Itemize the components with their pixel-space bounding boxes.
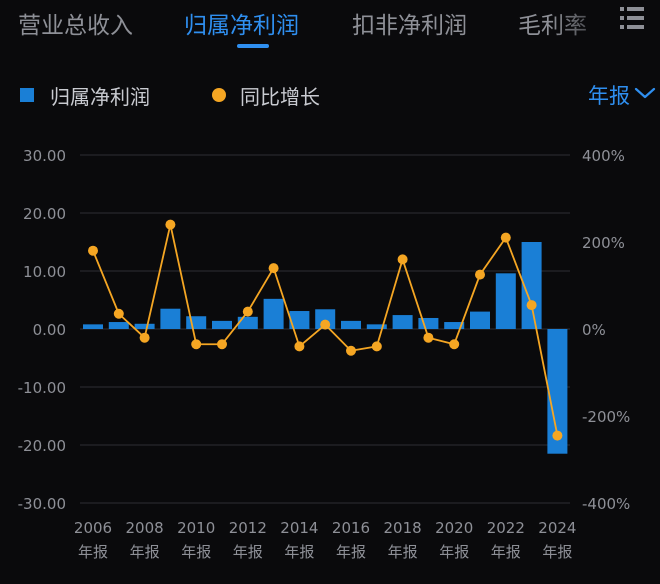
x-tick-period: 年报 — [181, 543, 211, 561]
y-right-tick-label: 400% — [582, 147, 625, 165]
growth-point-2018[interactable] — [397, 254, 408, 265]
growth-point-2019[interactable] — [423, 332, 434, 343]
x-tick-year: 2018 — [384, 519, 422, 537]
growth-point-2011[interactable] — [217, 339, 227, 350]
x-tick-period: 年报 — [439, 543, 469, 561]
bar-2024[interactable] — [547, 329, 568, 454]
growth-point-2012[interactable] — [242, 306, 253, 317]
y-left-tick-label: -30.00 — [18, 495, 66, 513]
bar-2015[interactable] — [315, 309, 336, 329]
x-tick-year: 2022 — [487, 519, 525, 537]
growth-point-2023[interactable] — [526, 300, 537, 311]
bar-2017[interactable] — [366, 324, 387, 329]
x-tick-period: 年报 — [542, 543, 572, 561]
bar-2013[interactable] — [263, 298, 284, 329]
x-tick-period: 年报 — [336, 543, 366, 561]
growth-point-2008[interactable] — [139, 332, 150, 343]
x-tick-year: 2020 — [435, 519, 473, 537]
growth-point-2017[interactable] — [371, 341, 382, 352]
bar-2014[interactable] — [289, 311, 310, 329]
growth-point-2024[interactable] — [552, 430, 563, 441]
y-left-tick-label: 30.00 — [23, 147, 66, 165]
y-right-tick-label: -400% — [582, 495, 630, 513]
growth-point-2021[interactable] — [475, 269, 485, 280]
y-left-tick-label: 20.00 — [23, 205, 66, 223]
x-tick-year: 2024 — [538, 519, 576, 537]
growth-point-2014[interactable] — [294, 341, 305, 352]
x-tick-year: 2014 — [280, 519, 318, 537]
tab-net-profit[interactable]: 归属净利润 — [184, 13, 299, 39]
legend-bar-swatch — [20, 88, 34, 102]
bar-2010[interactable] — [186, 316, 207, 329]
y-left-tick-label: -10.00 — [18, 379, 66, 397]
y-right-tick-label: 0% — [582, 321, 606, 339]
x-tick-period: 年报 — [284, 543, 314, 561]
legend-bar-label: 归属净利润 — [50, 85, 150, 109]
x-tick-period: 年报 — [233, 543, 263, 561]
tab-revenue[interactable]: 营业总收入 — [18, 13, 133, 39]
tab-adjusted-net-profit[interactable]: 扣非净利润 — [352, 13, 467, 39]
bar-2019[interactable] — [418, 317, 439, 329]
chart-legend: 归属净利润 同比增长 年报 — [0, 80, 660, 110]
bar-2018[interactable] — [392, 315, 413, 329]
menu-icon[interactable] — [618, 4, 646, 32]
y-right-tick-label: 200% — [582, 234, 625, 252]
bar-2011[interactable] — [212, 320, 232, 329]
chevron-down-icon — [634, 87, 656, 99]
y-right-tick-label: -200% — [582, 408, 630, 426]
growth-point-2009[interactable] — [165, 219, 176, 230]
x-tick-year: 2006 — [74, 519, 112, 537]
bar-2012[interactable] — [237, 316, 258, 329]
bar-2009[interactable] — [160, 308, 181, 329]
growth-point-2010[interactable] — [191, 339, 202, 350]
bar-2016[interactable] — [341, 320, 361, 329]
x-tick-year: 2016 — [332, 519, 370, 537]
x-tick-year: 2010 — [177, 519, 215, 537]
growth-point-2007[interactable] — [113, 308, 124, 319]
bar-2023[interactable] — [521, 242, 542, 329]
growth-point-2006[interactable] — [88, 245, 98, 256]
period-select-value: 年报 — [588, 84, 630, 108]
x-tick-year: 2008 — [126, 519, 164, 537]
active-tab-indicator — [237, 44, 269, 48]
growth-point-2020[interactable] — [449, 339, 460, 350]
legend-line-swatch — [212, 88, 226, 102]
bar-2006[interactable] — [83, 324, 103, 329]
growth-line — [92, 223, 559, 436]
growth-point-2015[interactable] — [320, 319, 331, 330]
bar-2007[interactable] — [108, 322, 129, 329]
bar-2022[interactable] — [495, 273, 516, 329]
growth-point-2016[interactable] — [346, 345, 356, 356]
x-tick-period: 年报 — [491, 543, 521, 561]
bar-2021[interactable] — [470, 311, 490, 329]
y-left-tick-label: 0.00 — [33, 321, 66, 339]
x-tick-year: 2012 — [229, 519, 267, 537]
tab-bar: 营业总收入 归属净利润 扣非净利润 毛利率 — [0, 0, 660, 56]
x-tick-period: 年报 — [388, 543, 418, 561]
bar-2020[interactable] — [444, 322, 465, 329]
x-tick-period: 年报 — [78, 543, 108, 561]
bar-2008[interactable] — [134, 323, 155, 329]
y-left-tick-label: -20.00 — [18, 437, 66, 455]
legend-line-label: 同比增长 — [240, 85, 320, 109]
growth-point-2013[interactable] — [268, 263, 279, 274]
x-tick-period: 年报 — [130, 543, 160, 561]
y-left-tick-label: 10.00 — [23, 263, 66, 281]
period-select[interactable]: 年报 — [588, 80, 656, 110]
growth-point-2022[interactable] — [500, 232, 511, 243]
